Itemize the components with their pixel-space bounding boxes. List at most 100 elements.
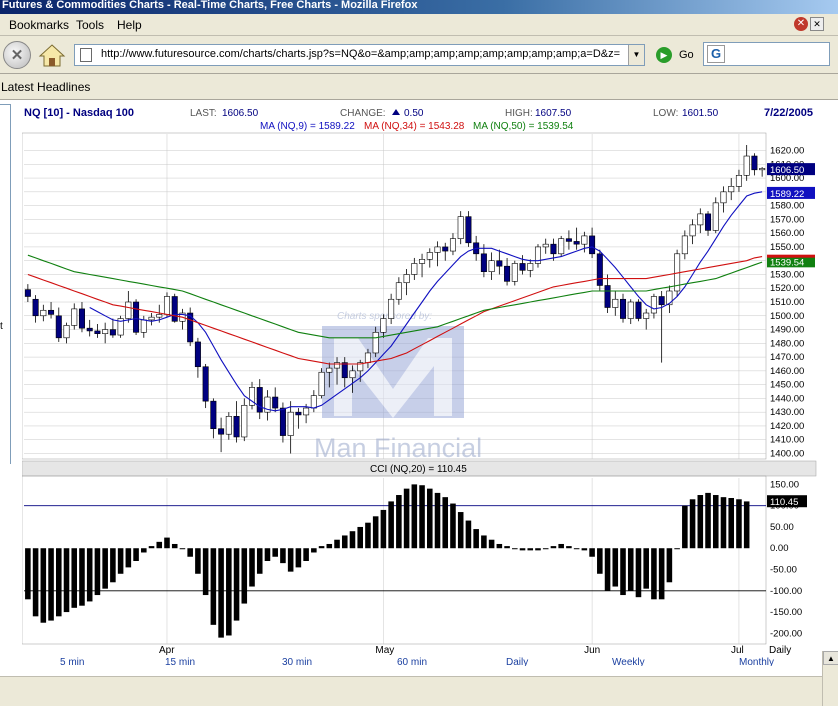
price-panel-frame: [22, 132, 767, 460]
cci-bar: [651, 548, 657, 600]
candle-body: [480, 253, 487, 273]
candle-body: [303, 407, 310, 416]
search-engine-icon[interactable]: G: [707, 45, 725, 63]
candle-body: [117, 318, 124, 336]
cci-bar: [550, 546, 557, 549]
candle-body: [666, 290, 673, 306]
cci-bar: [527, 548, 534, 551]
address-bar[interactable]: http://www.futuresource.com/charts/chart…: [74, 44, 645, 66]
candle-body: [210, 400, 217, 430]
candle-body: [604, 285, 611, 308]
cci-bar: [481, 535, 487, 549]
close-tab-icon[interactable]: ✕: [794, 17, 808, 31]
cci-bar: [63, 548, 70, 613]
candle-body: [241, 404, 248, 438]
cci-bar: [365, 522, 371, 549]
menu-tools[interactable]: Tools: [76, 18, 105, 32]
cci-bar: [311, 548, 317, 553]
watermark-company-text: Man Financial: [314, 433, 482, 463]
cci-bar: [542, 548, 549, 550]
candle-body: [627, 301, 634, 319]
menu-bar: Bookmarks Tools Help ✕ ✕: [0, 14, 838, 36]
price-tick-label: 1580.00: [770, 201, 804, 212]
cci-bar: [164, 537, 170, 549]
cci-bar: [465, 520, 472, 549]
cci-bar: [195, 548, 201, 574]
cci-bar: [287, 548, 294, 572]
menu-bookmarks[interactable]: Bookmarks: [9, 18, 70, 32]
interval-link[interactable]: Monthly: [739, 657, 774, 666]
cci-bar: [280, 548, 286, 564]
change-label: CHANGE:: [340, 108, 386, 119]
home-button[interactable]: [38, 41, 66, 69]
interval-link[interactable]: Weekly: [612, 657, 645, 666]
candle-body: [728, 186, 735, 193]
cci-bar: [295, 548, 302, 568]
url-dropdown-icon[interactable]: ▼: [628, 45, 644, 65]
cci-bar: [241, 548, 248, 604]
cci-tick-label: 50.00: [770, 522, 794, 533]
candle-body: [357, 362, 364, 372]
candle-body: [542, 243, 549, 248]
ma34-marker: [767, 254, 815, 258]
cci-bar: [148, 546, 155, 549]
url-text[interactable]: http://www.futuresource.com/charts/chart…: [101, 48, 621, 60]
interval-link[interactable]: 30 min: [282, 657, 312, 666]
ma-legend-34: MA (NQ,34) = 1543.28: [364, 121, 465, 132]
go-icon[interactable]: ▶: [656, 47, 672, 63]
x-tick-label: Jul: [731, 645, 744, 656]
candle-body: [287, 411, 294, 436]
candle-body: [689, 224, 696, 237]
low-value: 1601.50: [682, 108, 719, 119]
cci-bar: [581, 548, 588, 551]
price-tick-label: 1420.00: [770, 421, 804, 432]
candle-body: [171, 296, 178, 322]
candle-body: [743, 155, 750, 176]
interval-link[interactable]: 15 min: [165, 657, 195, 666]
cci-bar: [256, 548, 263, 574]
horizontal-scrollbar[interactable]: [0, 676, 822, 706]
cci-bar: [326, 543, 333, 549]
cci-bar: [55, 548, 62, 617]
cci-bar: [658, 548, 665, 600]
cci-bar: [264, 548, 271, 561]
candle-body: [125, 301, 132, 319]
candle-body: [442, 246, 449, 252]
cci-bar: [133, 548, 139, 561]
cci-bar: [635, 548, 642, 598]
close-window-icon[interactable]: ✕: [810, 17, 824, 31]
price-badge-text: 1589.22: [770, 189, 804, 200]
search-input[interactable]: G: [703, 42, 830, 66]
price-tick-label: 1510.00: [770, 297, 804, 308]
candle-body: [519, 263, 526, 271]
daily-label: Daily: [769, 645, 791, 656]
candle-body: [55, 315, 62, 339]
interval-link[interactable]: Daily: [506, 657, 528, 666]
cci-bar: [272, 548, 278, 557]
latest-headlines-label[interactable]: Latest Headlines: [1, 80, 91, 94]
interval-link[interactable]: 60 min: [397, 657, 427, 666]
stop-icon: ✕: [10, 47, 24, 64]
cci-bar: [473, 529, 479, 549]
stop-button[interactable]: ✕: [3, 41, 31, 69]
candle-body: [272, 396, 279, 409]
scroll-up-icon[interactable]: ▲: [823, 651, 838, 665]
cci-bar: [94, 548, 101, 596]
cci-bar: [519, 548, 526, 551]
candle-body: [620, 298, 627, 319]
cci-bar: [32, 548, 39, 617]
vertical-scrollbar[interactable]: ▲: [822, 651, 838, 706]
candle-body: [78, 308, 85, 329]
menu-help[interactable]: Help: [117, 18, 142, 32]
interval-link[interactable]: 5 min: [60, 657, 84, 666]
cci-bar: [612, 548, 619, 587]
cci-bar: [496, 543, 503, 549]
watermark-sponsored-text: Charts sponsored by:: [337, 311, 432, 322]
candle-body: [102, 329, 109, 334]
candle-body: [496, 260, 503, 267]
candle-body: [635, 301, 642, 319]
go-button[interactable]: Go: [679, 49, 694, 61]
candle-body: [326, 367, 333, 373]
candle-body: [712, 202, 719, 231]
cci-bar: [40, 548, 47, 623]
